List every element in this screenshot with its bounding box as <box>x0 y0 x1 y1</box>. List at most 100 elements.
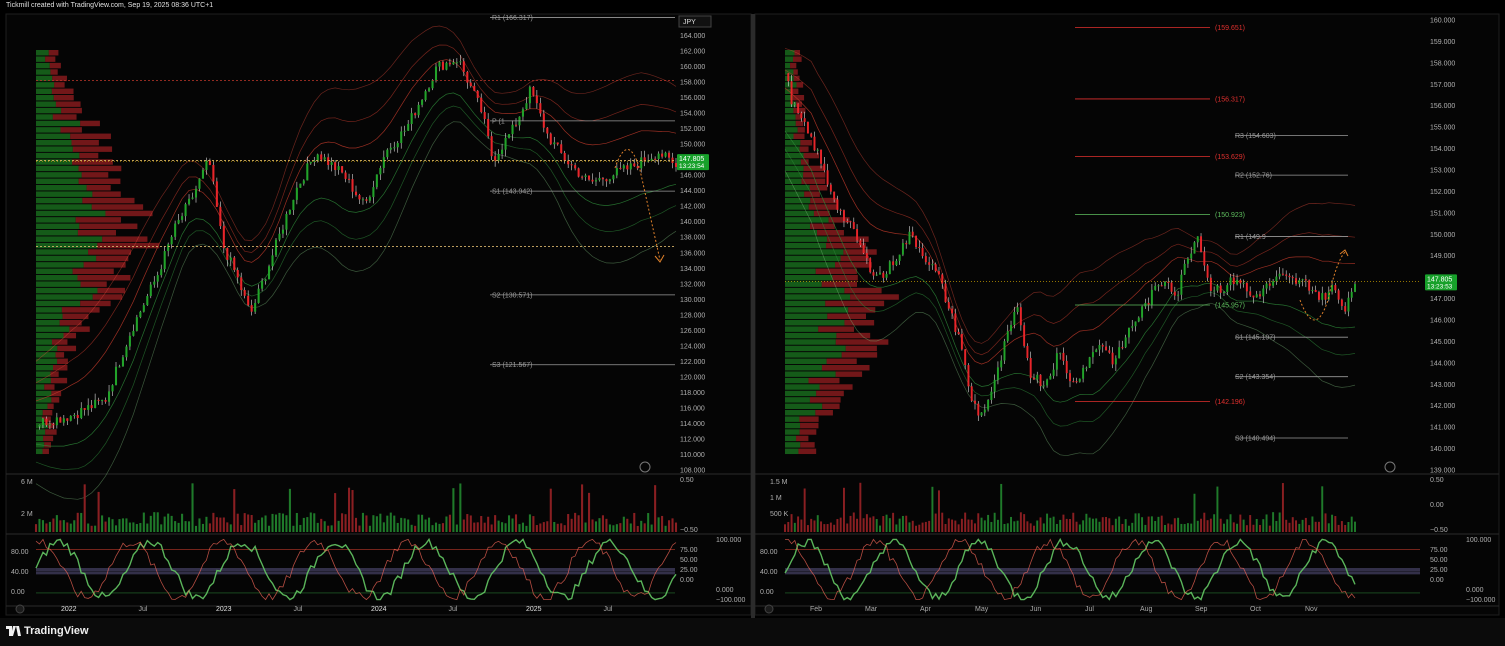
candle-body <box>1042 385 1045 387</box>
volume-bar <box>1177 517 1180 532</box>
volume-bar <box>849 515 852 532</box>
volume-bar <box>787 521 790 532</box>
price-axis-label: 158.000 <box>680 80 705 87</box>
candle-body <box>1314 289 1317 292</box>
volume-profile-bar <box>36 294 93 300</box>
volume-bar <box>250 514 253 532</box>
current-price-tag <box>677 154 709 171</box>
volume-bar <box>1144 524 1147 532</box>
volume-profile-bar <box>50 371 59 377</box>
candle-body <box>309 161 312 164</box>
candle-body <box>636 166 639 169</box>
candle-body <box>94 399 97 409</box>
volume-bar <box>1164 524 1166 532</box>
volume-bar <box>539 523 542 532</box>
price-axis-label: 143.000 <box>1430 382 1455 389</box>
candle-body <box>281 229 284 234</box>
volume-profile-bar <box>69 326 90 332</box>
candle-body <box>535 95 538 104</box>
volume-bar <box>281 513 284 532</box>
candle-body <box>285 213 288 230</box>
candle-body <box>960 333 963 350</box>
chart-canvas[interactable]: 164.000 162.000 160.000 158.000 156.000 154.0… <box>0 0 1505 618</box>
volume-bar <box>174 521 177 532</box>
candle-body <box>852 222 855 229</box>
price-axis-label: 153.000 <box>1430 168 1455 175</box>
volume-bar <box>1111 525 1114 532</box>
volume-profile-bar <box>36 262 84 268</box>
candle-body <box>797 103 800 114</box>
volume-profile-bar <box>785 294 851 300</box>
volume-bar <box>1013 521 1016 532</box>
volume-profile-bar <box>785 127 798 133</box>
volume-profile-bar <box>36 384 45 390</box>
volume-bar <box>980 517 983 532</box>
volume-bar <box>240 525 243 532</box>
price-axis-label: 126.000 <box>680 328 705 335</box>
oscillator-indicator-label: 100.000 <box>716 537 741 544</box>
volume-bar <box>615 524 618 532</box>
volume-bar <box>1337 524 1340 532</box>
volume-profile-bar <box>785 172 804 178</box>
indicator-band <box>35 105 677 471</box>
volume-profile-bar <box>36 307 62 313</box>
volume-profile-bar <box>840 255 869 262</box>
volume-bar <box>1281 483 1284 532</box>
volume-bar <box>622 516 625 532</box>
volume-bar <box>83 484 86 532</box>
volume-bar <box>1078 524 1081 532</box>
candle-body <box>859 240 862 246</box>
volume-bar <box>1186 523 1189 532</box>
volume-bar <box>501 522 504 532</box>
volume-bar <box>560 523 563 532</box>
candle-body <box>118 366 121 368</box>
time-axis-label: Jul <box>604 606 613 613</box>
candle-body <box>1150 289 1153 305</box>
oscillator-indicator-label: 0.00 <box>1430 577 1444 584</box>
volume-bar <box>128 522 131 532</box>
candle-body <box>108 391 111 402</box>
volume-bar <box>184 521 187 532</box>
volume-profile-bar <box>785 320 845 326</box>
candle-body <box>1177 294 1180 296</box>
candle-body <box>351 179 354 192</box>
volume-profile-bar <box>36 223 80 230</box>
volume-bar <box>990 521 993 532</box>
volume-bar <box>528 514 531 532</box>
volume-profile-bar <box>809 185 828 191</box>
price-axis-label: 147.000 <box>1430 296 1455 303</box>
volume-bar <box>431 525 434 532</box>
volume-bar <box>1098 521 1101 532</box>
volume-bar <box>898 518 901 532</box>
volume-bar <box>476 522 479 532</box>
candle-body <box>1229 277 1232 286</box>
candle-body <box>1334 285 1337 291</box>
volume-bar <box>87 523 90 532</box>
volume-bar <box>462 519 465 532</box>
volume-bar <box>268 525 271 532</box>
candle-body <box>438 61 441 67</box>
candle-body <box>181 216 184 220</box>
volume-bar <box>434 522 438 532</box>
candle-body <box>1069 373 1071 382</box>
volume-bar <box>379 513 382 532</box>
volume-bar <box>967 519 970 532</box>
candle-body <box>1222 291 1225 293</box>
candle-body <box>348 178 351 180</box>
volume-bar <box>1314 521 1317 532</box>
volume-bar <box>494 515 497 532</box>
candle-body <box>174 223 177 237</box>
candle-body <box>508 134 511 138</box>
volume-profile-bar <box>785 191 805 197</box>
price-axis-label: 162.000 <box>680 49 705 56</box>
volume-profile-bar <box>785 165 804 172</box>
volume-profile-bar <box>36 429 46 435</box>
candle-body <box>38 424 41 427</box>
volume-profile-bar <box>63 332 77 339</box>
volume-profile-bar <box>835 371 863 377</box>
candle-body <box>987 399 990 410</box>
volume-profile-bar <box>45 56 56 62</box>
oscillator-indicator-label: 50.00 <box>680 557 698 564</box>
volume-bar <box>208 523 211 532</box>
time-axis-label: 2023 <box>216 606 232 613</box>
